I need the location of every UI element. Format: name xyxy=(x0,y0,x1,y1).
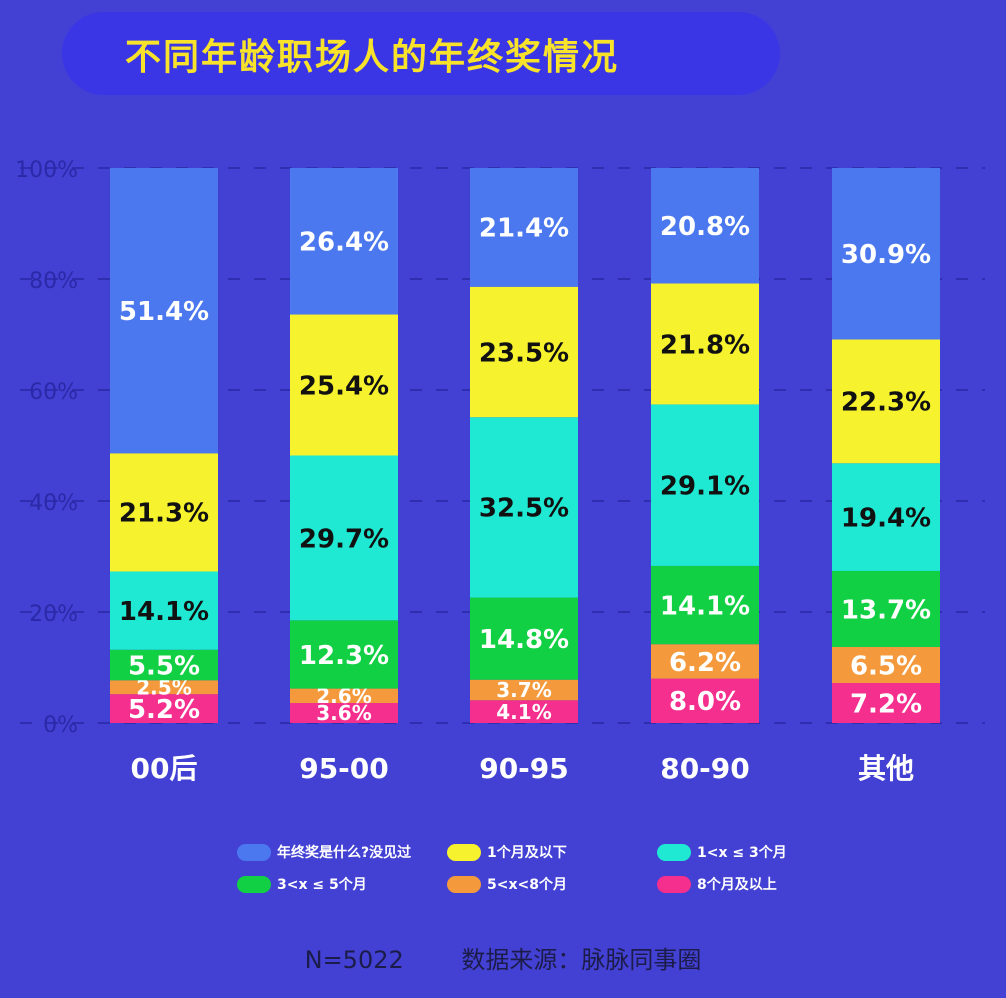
bar-segment xyxy=(470,417,578,598)
legend-swatch xyxy=(657,875,691,893)
legend-label: 年终奖是什么?没见过 xyxy=(277,845,412,861)
data-label: 51.4% xyxy=(119,297,209,327)
legend-item: 3<x ≤ 5个月 xyxy=(237,874,367,894)
y-tick-label: 40% xyxy=(29,491,78,516)
chart-title: 不同年龄职场人的年终奖情况 xyxy=(125,37,620,78)
legend-label: 1<x ≤ 3个月 xyxy=(697,845,787,861)
bar-segment xyxy=(110,168,218,454)
y-tick-label: 60% xyxy=(29,380,78,405)
x-tick-label: 90-95 xyxy=(479,752,569,785)
bar-segment xyxy=(832,683,940,723)
legend-item: 年终奖是什么?没见过 xyxy=(237,842,411,862)
data-label: 19.4% xyxy=(841,503,931,533)
legend-item: 1<x ≤ 3个月 xyxy=(657,842,787,862)
bar-segment xyxy=(110,453,218,572)
title-banner xyxy=(62,12,780,95)
legend-item: 1个月及以下 xyxy=(447,842,567,862)
y-tick-label: 80% xyxy=(29,269,78,294)
bar-segment xyxy=(470,168,578,287)
bar-segment xyxy=(651,283,759,405)
legend-swatch xyxy=(447,843,481,861)
legend-label: 1个月及以下 xyxy=(487,845,567,861)
y-tick-label: 20% xyxy=(29,602,78,627)
data-label: 7.2% xyxy=(850,689,922,719)
bar-segment xyxy=(470,286,578,418)
bar-segment xyxy=(470,700,578,723)
bar-segment xyxy=(290,168,398,315)
bar-segment xyxy=(832,168,940,340)
bar-segment xyxy=(110,571,218,650)
bar-segment xyxy=(110,694,218,723)
data-label: 29.1% xyxy=(660,472,750,502)
bar-segment xyxy=(651,168,759,284)
sample-size: N=5022 xyxy=(304,946,404,974)
bar-segment xyxy=(832,570,940,647)
data-label: 20.8% xyxy=(660,212,750,242)
data-label: 6.5% xyxy=(850,651,922,681)
bar-segment xyxy=(290,688,398,704)
data-label: 4.1% xyxy=(496,700,551,724)
data-label: 3.7% xyxy=(496,678,551,702)
data-label: 13.7% xyxy=(841,595,931,625)
bar-segment xyxy=(470,679,578,701)
legend-swatch xyxy=(237,875,271,893)
bar-segment xyxy=(832,339,940,464)
bar-segment xyxy=(832,646,940,684)
data-label: 26.4% xyxy=(299,228,389,258)
data-source: 数据来源：脉脉同事圈 xyxy=(461,946,702,974)
bar-segment xyxy=(290,703,398,723)
x-tick-label: 95-00 xyxy=(299,752,389,785)
data-label: 22.3% xyxy=(841,388,931,418)
legend-item: 5<x<8个月 xyxy=(447,874,567,894)
bar-segment xyxy=(832,463,940,571)
data-label: 14.1% xyxy=(119,597,209,627)
data-label: 23.5% xyxy=(479,338,569,368)
data-label: 29.7% xyxy=(299,524,389,554)
x-tick-label: 其他 xyxy=(858,752,914,785)
x-tick-label: 00后 xyxy=(131,752,198,785)
y-tick-label: 0% xyxy=(43,713,78,738)
data-label: 21.3% xyxy=(119,499,209,529)
data-label: 5.2% xyxy=(128,695,200,725)
data-label: 25.4% xyxy=(299,371,389,401)
data-label: 30.9% xyxy=(841,240,931,270)
legend-swatch xyxy=(657,843,691,861)
legend-swatch xyxy=(237,843,271,861)
data-label: 21.4% xyxy=(479,214,569,244)
data-label: 5.5% xyxy=(128,651,200,681)
data-label: 6.2% xyxy=(669,648,741,678)
bar-segment xyxy=(290,455,398,621)
data-label: 12.3% xyxy=(299,641,389,671)
legend-label: 8个月及以上 xyxy=(697,877,777,893)
bar-segment xyxy=(651,404,759,566)
data-label: 3.6% xyxy=(316,701,371,725)
data-label: 8.0% xyxy=(669,687,741,717)
bar-segment xyxy=(110,680,218,695)
stacked-bar-chart: 0%20%40%60%80%100%5.2%2.5%5.5%14.1%21.3%… xyxy=(15,158,985,785)
legend-label: 3<x ≤ 5个月 xyxy=(277,877,367,893)
y-tick-label: 100% xyxy=(15,158,78,183)
x-tick-label: 80-90 xyxy=(660,752,750,785)
legend-label: 5<x<8个月 xyxy=(487,877,567,893)
legend-item: 8个月及以上 xyxy=(657,874,777,894)
data-label: 32.5% xyxy=(479,494,569,524)
bar-segment xyxy=(110,649,218,681)
data-label: 14.1% xyxy=(660,591,750,621)
bar-segment xyxy=(651,565,759,645)
data-label: 14.8% xyxy=(479,625,569,655)
data-label: 21.8% xyxy=(660,330,750,360)
bar-segment xyxy=(470,597,578,680)
legend-swatch xyxy=(447,875,481,893)
bar-segment xyxy=(290,620,398,689)
bar-segment xyxy=(651,644,759,679)
bar-segment xyxy=(290,314,398,456)
bar-segment xyxy=(651,678,759,723)
footer: N=5022 数据来源：脉脉同事圈 xyxy=(0,940,1006,975)
